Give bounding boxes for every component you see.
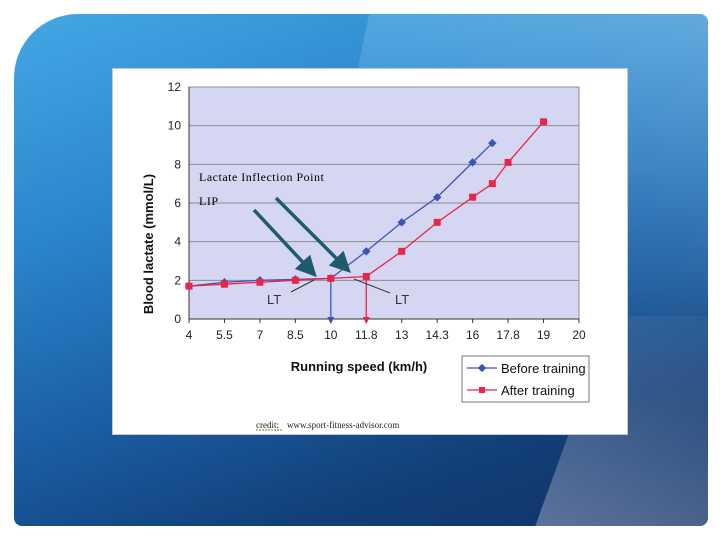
series-1-point-1 bbox=[220, 280, 228, 288]
lt-after-label: LT bbox=[395, 292, 409, 307]
credit-line: credit: www.sport-fitness-advisor.com bbox=[256, 420, 399, 431]
x-tick-11: 20 bbox=[572, 328, 586, 342]
x-tick-3: 8.5 bbox=[287, 328, 304, 342]
series-markers bbox=[184, 118, 548, 291]
legend: Before training After training bbox=[461, 355, 590, 403]
series-1-point-7 bbox=[433, 218, 441, 226]
x-tick-1: 5.5 bbox=[216, 328, 233, 342]
series-0-point-7 bbox=[432, 192, 442, 202]
y-tick-12: 12 bbox=[168, 80, 182, 94]
y-tick-6: 6 bbox=[174, 196, 181, 210]
x-axis-title: Running speed (km/h) bbox=[291, 359, 428, 374]
lt-before-label: LT bbox=[267, 292, 281, 307]
series-0-point-6 bbox=[397, 218, 406, 227]
legend-after-marker bbox=[479, 387, 485, 393]
series-1-point-9 bbox=[488, 180, 496, 188]
lip-title-annotation: Lactate Inflection Point bbox=[199, 170, 324, 184]
series-1-point-4 bbox=[327, 274, 335, 282]
x-tick-0: 4 bbox=[186, 328, 193, 342]
x-tick-9: 17.8 bbox=[496, 328, 520, 342]
x-tick-7: 14.3 bbox=[426, 328, 450, 342]
x-tick-10: 19 bbox=[537, 328, 551, 342]
legend-before-label: Before training bbox=[501, 361, 586, 376]
threshold-arrowhead-0 bbox=[327, 317, 335, 324]
x-tick-5: 11.8 bbox=[355, 328, 378, 342]
x-tick-2: 7 bbox=[257, 328, 264, 342]
y-tick-10: 10 bbox=[168, 119, 182, 133]
y-tick-0: 0 bbox=[174, 312, 181, 326]
legend-before-marker bbox=[477, 363, 487, 373]
series-1-point-6 bbox=[398, 247, 406, 255]
lactate-chart: 0 2 4 6 8 10 12 4 5.5 7 8.5 10 11.8 13 14.3 16 17.8 19 20… bbox=[141, 80, 590, 431]
x-tick-6: 13 bbox=[395, 328, 409, 342]
legend-after-label: After training bbox=[501, 383, 575, 398]
credit-url: www.sport-fitness-advisor.com bbox=[287, 420, 399, 430]
series-1-point-5 bbox=[362, 272, 370, 280]
series-1-point-0 bbox=[185, 282, 193, 290]
y-axis-title: Blood lactate (mmol/L) bbox=[141, 174, 156, 314]
arrow-to-lt-after bbox=[274, 196, 351, 273]
x-tick-labels: 4 5.5 7 8.5 10 11.8 13 14.3 16 17.8 19 20 bbox=[186, 328, 586, 342]
series-1-point-3 bbox=[291, 276, 299, 284]
x-tick-8: 16 bbox=[466, 328, 480, 342]
series-0-point-9 bbox=[488, 138, 497, 148]
y-tick-2: 2 bbox=[174, 273, 181, 287]
axes bbox=[188, 86, 580, 323]
chart-panel: 0 2 4 6 8 10 12 4 5.5 7 8.5 10 11.8 13 14.3 16 17.8 19 20… bbox=[112, 68, 628, 435]
lt-before-leader bbox=[290, 279, 315, 293]
y-tick-8: 8 bbox=[174, 157, 181, 171]
series-1-point-10 bbox=[504, 158, 512, 166]
x-tick-4: 10 bbox=[324, 328, 338, 342]
y-tick-4: 4 bbox=[174, 235, 181, 249]
lt-after-leader bbox=[353, 278, 391, 294]
lip-abbrev-annotation: LIP bbox=[199, 194, 219, 208]
arrow-to-lt-before bbox=[252, 208, 317, 278]
series-1-point-11 bbox=[540, 118, 548, 126]
threshold-arrowhead-1 bbox=[362, 317, 370, 324]
series-1-point-2 bbox=[256, 278, 264, 286]
legend-box bbox=[461, 355, 590, 403]
series-1-point-8 bbox=[469, 193, 477, 201]
credit-label: credit: bbox=[256, 420, 279, 430]
y-tick-labels: 0 2 4 6 8 10 12 bbox=[168, 80, 182, 326]
series-0-point-8 bbox=[468, 158, 477, 167]
series-line-1 bbox=[188, 121, 545, 287]
